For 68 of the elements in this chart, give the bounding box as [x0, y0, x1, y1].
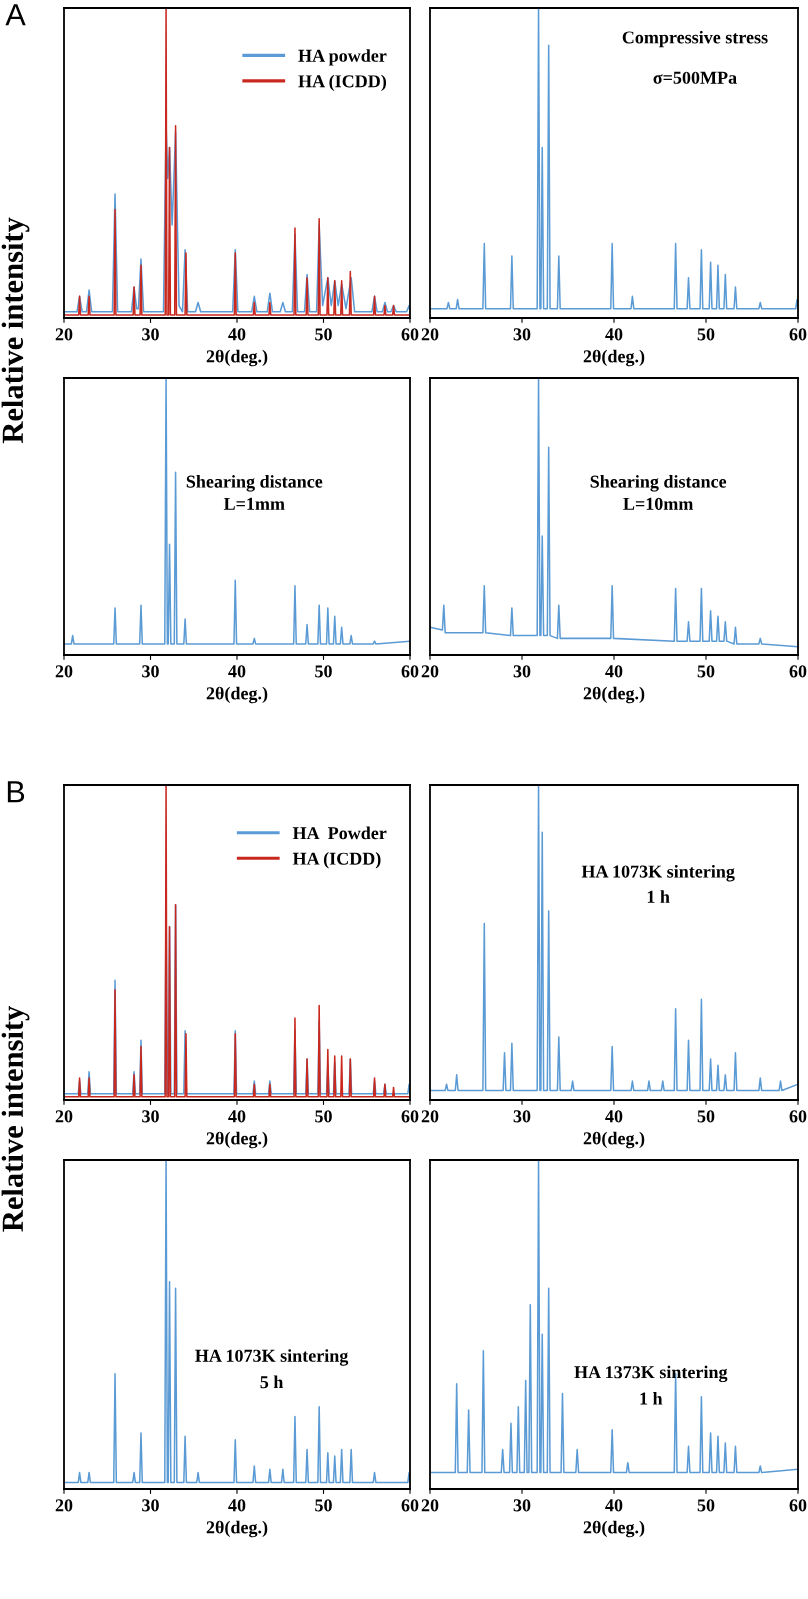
y-axis-title: Relative intensity — [1, 217, 30, 444]
x-tick-label: 40 — [605, 1499, 623, 1512]
x-tick-label: 60 — [789, 328, 807, 341]
x-tick-label: 20 — [55, 328, 73, 341]
x-axis-title: 2θ(deg.) — [583, 349, 645, 367]
x-tick-label: 30 — [513, 328, 531, 341]
x-tick-label: 30 — [513, 1499, 531, 1512]
x-tick-label: 40 — [605, 328, 623, 341]
x-tick-label: 50 — [697, 1499, 715, 1512]
x-tick-label: 50 — [697, 665, 715, 678]
x-tick-label: 60 — [789, 1110, 807, 1123]
x-tick-label: 60 — [789, 665, 807, 678]
x-tick-label: 40 — [605, 1110, 623, 1123]
legend-label: HA (ICDD) — [298, 74, 387, 92]
x-tick-label: 40 — [228, 328, 246, 341]
annotation: HA 1373K sintering — [574, 1365, 728, 1383]
x-tick-label: 40 — [605, 665, 623, 678]
x-tick-label: 50 — [697, 328, 715, 341]
x-tick-label: 50 — [697, 1110, 715, 1123]
annotation: 5 h — [260, 1375, 284, 1389]
annotation: Compressive stress — [622, 30, 768, 48]
x-tick-label: 40 — [228, 1499, 246, 1512]
x-axis-title: 2θ(deg.) — [583, 1520, 645, 1538]
legend-label: HA (ICDD) — [292, 852, 381, 869]
x-tick-label: 60 — [401, 665, 419, 678]
legend-label: HA powder — [298, 49, 387, 66]
x-tick-label: 60 — [401, 1110, 419, 1123]
x-tick-label: 30 — [142, 1110, 159, 1123]
x-tick-label: 20 — [421, 328, 439, 341]
x-tick-label: 30 — [142, 665, 159, 678]
x-tick-label: 40 — [228, 1110, 246, 1123]
x-tick-label: 20 — [55, 1110, 73, 1123]
annotation: 1 h — [640, 1391, 663, 1405]
x-tick-label: 20 — [55, 665, 73, 678]
x-tick-label: 30 — [142, 1499, 159, 1512]
x-tick-label: 40 — [228, 665, 246, 678]
x-axis-title: 2θ(deg.) — [206, 1131, 268, 1149]
x-tick-label: 60 — [789, 1499, 807, 1512]
x-axis-title: 2θ(deg.) — [206, 686, 268, 704]
annotation: L=10mm — [623, 497, 694, 510]
x-tick-label: 20 — [421, 665, 439, 678]
legend-label: HA Powder — [292, 826, 387, 840]
annotation: σ=500MPa — [653, 71, 737, 84]
x-tick-label: 30 — [513, 1110, 531, 1123]
annotation: HA 1073K sintering — [581, 864, 735, 882]
x-tick-label: 30 — [142, 328, 159, 341]
x-axis-title: 2θ(deg.) — [583, 1131, 645, 1149]
x-tick-label: 50 — [315, 1499, 332, 1512]
y-axis-title: Relative intensity — [1, 1005, 30, 1232]
annotation: L=1mm — [223, 497, 285, 510]
x-tick-label: 50 — [315, 328, 332, 341]
x-tick-label: 50 — [315, 665, 332, 678]
x-tick-label: 60 — [401, 328, 419, 341]
x-tick-label: 50 — [315, 1110, 332, 1123]
x-tick-label: 20 — [421, 1110, 439, 1123]
annotation: Shearing distance — [590, 475, 727, 492]
x-axis-title: 2θ(deg.) — [206, 349, 268, 367]
annotation: Shearing distance — [186, 475, 323, 492]
x-tick-label: 30 — [513, 665, 531, 678]
annotation: HA 1073K sintering — [195, 1349, 349, 1366]
x-axis-title: 2θ(deg.) — [583, 686, 645, 704]
x-tick-label: 20 — [421, 1499, 439, 1512]
chart-title: A — [5, 4, 26, 26]
x-tick-label: 20 — [55, 1499, 73, 1512]
x-axis-title: 2θ(deg.) — [206, 1520, 268, 1538]
chart-title: B — [7, 781, 25, 803]
x-tick-label: 60 — [401, 1499, 419, 1512]
annotation: 1 h — [647, 890, 670, 903]
